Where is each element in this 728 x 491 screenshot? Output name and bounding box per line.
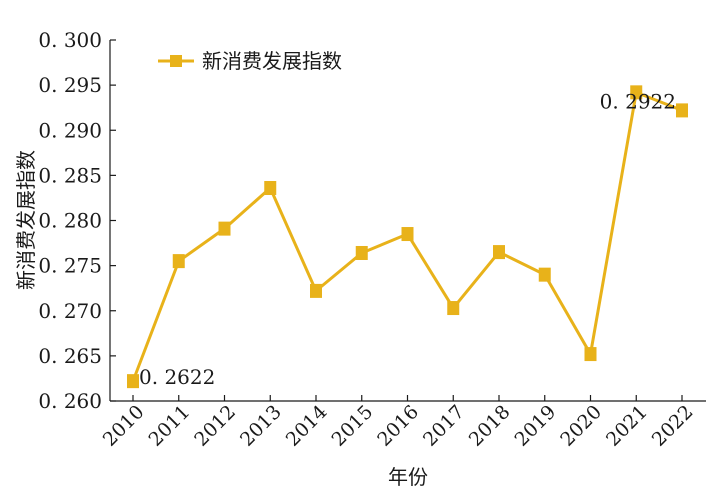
y-tick-label: 0. 260 (38, 389, 102, 413)
y-tick-label: 0. 300 (38, 28, 102, 52)
data-label: 0. 2922 (600, 89, 676, 113)
legend-marker-swatch (170, 55, 182, 67)
data-point-marker (264, 181, 277, 196)
data-point-marker (584, 347, 597, 362)
x-tick-label: 2012 (190, 401, 240, 451)
y-tick-label: 0. 295 (38, 73, 102, 97)
data-point-marker (127, 374, 139, 389)
x-tick-label: 2020 (556, 401, 606, 451)
x-tick-label: 2014 (282, 401, 332, 451)
data-point-marker (218, 221, 231, 236)
x-tick-label: 2010 (99, 401, 149, 451)
y-tick-label: 0. 280 (38, 209, 102, 233)
legend: 新消费发展指数 (158, 49, 342, 73)
x-tick-label: 2019 (511, 401, 561, 451)
y-tick-label: 0. 285 (38, 163, 102, 187)
x-tick-label: 2011 (145, 401, 195, 451)
x-tick-label: 2017 (419, 401, 469, 451)
x-tick-label: 2021 (602, 401, 652, 451)
x-axis-ticks: 2010201120122013201420152016201720182019… (99, 395, 698, 451)
y-axis-ticks: 0. 260 0. 265 0. 270 0. 275 0. 280 0. 285 0. 2… (38, 28, 116, 413)
y-tick-label: 0. 275 (38, 254, 102, 278)
x-tick-label: 2016 (373, 401, 423, 451)
data-point-marker (630, 85, 643, 100)
y-tick-label: 0. 265 (38, 344, 102, 368)
data-point-marker (401, 227, 414, 242)
data-point-marker (310, 283, 322, 298)
x-axis-title: 年份 (388, 465, 428, 489)
x-tick-label: 2018 (465, 401, 515, 451)
series-layer (127, 85, 688, 389)
data-point-marker (493, 245, 505, 260)
x-tick-label: 2015 (328, 401, 378, 451)
data-label: 0. 2622 (139, 365, 215, 389)
data-point-marker (172, 254, 185, 269)
y-axis-title: 新消费发展指数 (14, 150, 38, 290)
data-point-marker (538, 267, 551, 282)
x-tick-label: 2022 (648, 401, 698, 451)
data-point-marker (676, 103, 688, 118)
data-point-marker (355, 245, 368, 260)
y-tick-label: 0. 270 (38, 299, 102, 323)
legend-label: 新消费发展指数 (202, 49, 342, 73)
y-tick-label: 0. 290 (38, 118, 102, 142)
annotation-layer: 0. 2622 0. 2922 (139, 89, 676, 389)
data-point-marker (447, 301, 460, 316)
x-tick-label: 2013 (236, 401, 286, 451)
